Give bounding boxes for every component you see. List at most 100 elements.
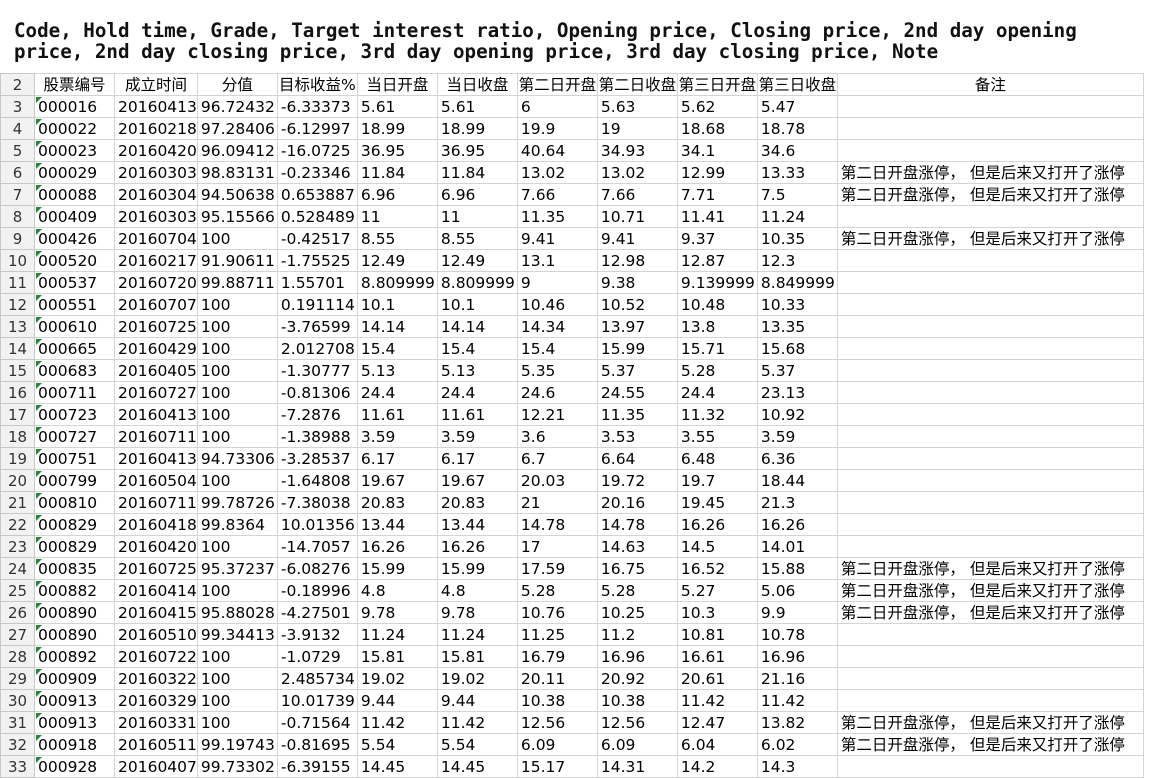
cell-code[interactable]: 000892 <box>34 645 115 668</box>
cell-day2-close[interactable]: 13.02 <box>596 161 678 184</box>
cell-grade[interactable]: 94.73306 <box>196 447 278 470</box>
cell-day3-open[interactable]: 16.26 <box>676 513 758 536</box>
cell-note[interactable] <box>836 403 1144 426</box>
cell-day3-open[interactable]: 16.61 <box>676 645 758 668</box>
cell-day2-open[interactable]: 21 <box>516 491 598 514</box>
cell-open[interactable]: 11.24 <box>356 623 438 646</box>
cell-close[interactable]: 11.42 <box>436 711 518 734</box>
cell-grade[interactable]: 100 <box>196 711 278 734</box>
cell-target-ratio[interactable]: -6.12997 <box>276 117 358 140</box>
cell-day3-open[interactable]: 5.62 <box>676 95 758 118</box>
cell-target-ratio[interactable]: -3.9132 <box>276 623 358 646</box>
cell-open[interactable]: 11 <box>356 205 438 228</box>
cell-note[interactable]: 第二日开盘涨停， 但是后来又打开了涨停 <box>836 579 1144 602</box>
cell-grade[interactable]: 99.8364 <box>196 513 278 536</box>
cell-grade[interactable]: 91.90611 <box>196 249 278 272</box>
cell-day2-close[interactable]: 10.71 <box>596 205 678 228</box>
cell-grade[interactable]: 95.88028 <box>196 601 278 624</box>
cell-day2-open[interactable]: 12.56 <box>516 711 598 734</box>
cell-day3-open[interactable]: 5.27 <box>676 579 758 602</box>
cell-day3-open[interactable]: 11.42 <box>676 689 758 712</box>
cell-grade[interactable]: 100 <box>196 337 278 360</box>
cell-code[interactable]: 000890 <box>34 623 115 646</box>
cell-day3-close[interactable]: 16.96 <box>756 645 838 668</box>
cell-code[interactable]: 000882 <box>34 579 115 602</box>
cell-hold-time[interactable]: 20160329 <box>114 689 198 712</box>
cell-target-ratio[interactable]: -3.76599 <box>276 315 358 338</box>
cell-day2-open[interactable]: 24.6 <box>516 381 598 404</box>
row-number[interactable]: 24 <box>0 557 35 580</box>
cell-close[interactable]: 9.44 <box>436 689 518 712</box>
cell-day3-close[interactable]: 21.3 <box>756 491 838 514</box>
cell-day2-open[interactable]: 10.38 <box>516 689 598 712</box>
cell-hold-time[interactable]: 20160331 <box>114 711 198 734</box>
cell-day3-close[interactable]: 5.37 <box>756 359 838 382</box>
row-number[interactable]: 26 <box>0 601 35 624</box>
cell-target-ratio[interactable]: 2.012708 <box>276 337 358 360</box>
cell-hold-time[interactable]: 20160420 <box>114 139 198 162</box>
cell-note[interactable] <box>836 667 1144 690</box>
cell-day2-close[interactable]: 20.16 <box>596 491 678 514</box>
cell-day3-open[interactable]: 12.47 <box>676 711 758 734</box>
cell-close[interactable]: 9.78 <box>436 601 518 624</box>
cell-open[interactable]: 18.99 <box>356 117 438 140</box>
cell-target-ratio[interactable]: 2.485734 <box>276 667 358 690</box>
cell-day3-close[interactable]: 15.88 <box>756 557 838 580</box>
column-header-target-ratio[interactable]: 目标收益% <box>276 73 358 96</box>
cell-day3-close[interactable]: 10.92 <box>756 403 838 426</box>
cell-target-ratio[interactable]: 0.528489 <box>276 205 358 228</box>
cell-target-ratio[interactable]: -0.23346 <box>276 161 358 184</box>
column-header-day2-close[interactable]: 第二日收盘 <box>596 73 678 96</box>
cell-hold-time[interactable]: 20160413 <box>114 403 198 426</box>
column-header-day3-open[interactable]: 第三日开盘 <box>676 73 758 96</box>
cell-grade[interactable]: 94.50638 <box>196 183 278 206</box>
cell-target-ratio[interactable]: -0.18996 <box>276 579 358 602</box>
row-number[interactable]: 23 <box>0 535 35 558</box>
cell-close[interactable]: 15.81 <box>436 645 518 668</box>
row-number[interactable]: 5 <box>0 139 35 162</box>
cell-target-ratio[interactable]: -1.30777 <box>276 359 358 382</box>
cell-open[interactable]: 14.45 <box>356 755 438 778</box>
cell-day2-close[interactable]: 24.55 <box>596 381 678 404</box>
cell-day3-open[interactable]: 10.48 <box>676 293 758 316</box>
cell-open[interactable]: 3.59 <box>356 425 438 448</box>
cell-note[interactable] <box>836 689 1144 712</box>
cell-day3-close[interactable]: 18.78 <box>756 117 838 140</box>
cell-open[interactable]: 9.44 <box>356 689 438 712</box>
cell-day3-close[interactable]: 11.42 <box>756 689 838 712</box>
cell-hold-time[interactable]: 20160405 <box>114 359 198 382</box>
cell-close[interactable]: 5.54 <box>436 733 518 756</box>
row-number[interactable]: 15 <box>0 359 35 382</box>
cell-target-ratio[interactable]: -7.2876 <box>276 403 358 426</box>
cell-day2-open[interactable]: 6.7 <box>516 447 598 470</box>
cell-day2-open[interactable]: 9 <box>516 271 598 294</box>
cell-open[interactable]: 19.02 <box>356 667 438 690</box>
cell-day2-close[interactable]: 15.99 <box>596 337 678 360</box>
cell-code[interactable]: 000909 <box>34 667 115 690</box>
cell-day3-open[interactable]: 10.3 <box>676 601 758 624</box>
cell-target-ratio[interactable]: 10.01739 <box>276 689 358 712</box>
cell-grade[interactable]: 96.09412 <box>196 139 278 162</box>
cell-open[interactable]: 6.96 <box>356 183 438 206</box>
cell-day3-close[interactable]: 8.849999 <box>756 271 838 294</box>
cell-note[interactable]: 第二日开盘涨停， 但是后来又打开了涨停 <box>836 227 1144 250</box>
cell-hold-time[interactable]: 20160504 <box>114 469 198 492</box>
cell-close[interactable]: 15.4 <box>436 337 518 360</box>
cell-day3-open[interactable]: 12.87 <box>676 249 758 272</box>
cell-note[interactable] <box>836 139 1144 162</box>
cell-hold-time[interactable]: 20160218 <box>114 117 198 140</box>
cell-close[interactable]: 8.809999 <box>436 271 518 294</box>
cell-close[interactable]: 8.55 <box>436 227 518 250</box>
cell-close[interactable]: 19.02 <box>436 667 518 690</box>
cell-grade[interactable]: 98.83131 <box>196 161 278 184</box>
cell-grade[interactable]: 100 <box>196 667 278 690</box>
cell-grade[interactable]: 97.28406 <box>196 117 278 140</box>
cell-grade[interactable]: 100 <box>196 227 278 250</box>
row-number[interactable]: 19 <box>0 447 35 470</box>
cell-open[interactable]: 11.61 <box>356 403 438 426</box>
cell-day3-close[interactable]: 18.44 <box>756 469 838 492</box>
cell-close[interactable]: 11 <box>436 205 518 228</box>
cell-open[interactable]: 5.13 <box>356 359 438 382</box>
cell-day3-close[interactable]: 7.5 <box>756 183 838 206</box>
cell-note[interactable] <box>836 469 1144 492</box>
